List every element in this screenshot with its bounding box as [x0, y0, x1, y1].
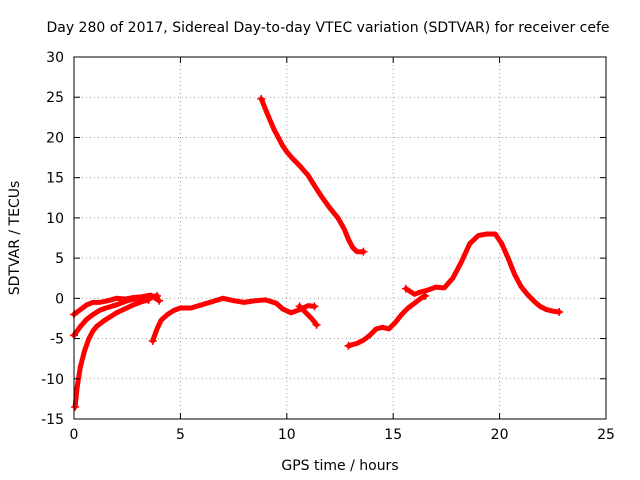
y-tick-label: -10 [41, 372, 64, 388]
chart-title: Day 280 of 2017, Sidereal Day-to-day VTE… [46, 20, 609, 36]
x-axis-title: GPS time / hours [281, 458, 398, 474]
y-tick-label: 15 [46, 171, 64, 187]
tick-labels: 0 5 10 15 20 25 -15 -10 -5 0 5 10 15 20 25 30 [41, 50, 615, 443]
y-tick-label: 0 [55, 291, 64, 307]
x-tick-label: 10 [278, 427, 296, 443]
series-arc-2 [71, 293, 160, 338]
y-tick-label: 25 [46, 90, 64, 106]
series-arc-8 [403, 231, 562, 315]
y-axis-title: SDTVAR / TECUs [7, 181, 23, 296]
x-tick-label: 15 [384, 427, 402, 443]
y-tick-label: -15 [41, 412, 64, 428]
grid-lines [74, 57, 606, 419]
y-tick-label: 10 [46, 211, 64, 227]
series-arc-6 [258, 96, 366, 255]
y-tick-label: 5 [55, 251, 64, 267]
y-tick-label: 30 [46, 50, 64, 66]
x-tick-label: 20 [491, 427, 509, 443]
plot-frame [73, 56, 607, 420]
x-tick-label: 5 [176, 427, 185, 443]
y-tick-label: 20 [46, 130, 64, 146]
series-arc-5 [297, 303, 320, 328]
x-tick-label: 25 [597, 427, 615, 443]
series-arc-4 [150, 295, 317, 344]
axis-ticks [73, 56, 607, 420]
y-tick-label: -5 [50, 332, 64, 348]
series-arc-3 [72, 297, 151, 410]
series-layer [70, 94, 564, 411]
x-tick-label: 0 [70, 427, 79, 443]
series-arc-7 [346, 293, 428, 349]
